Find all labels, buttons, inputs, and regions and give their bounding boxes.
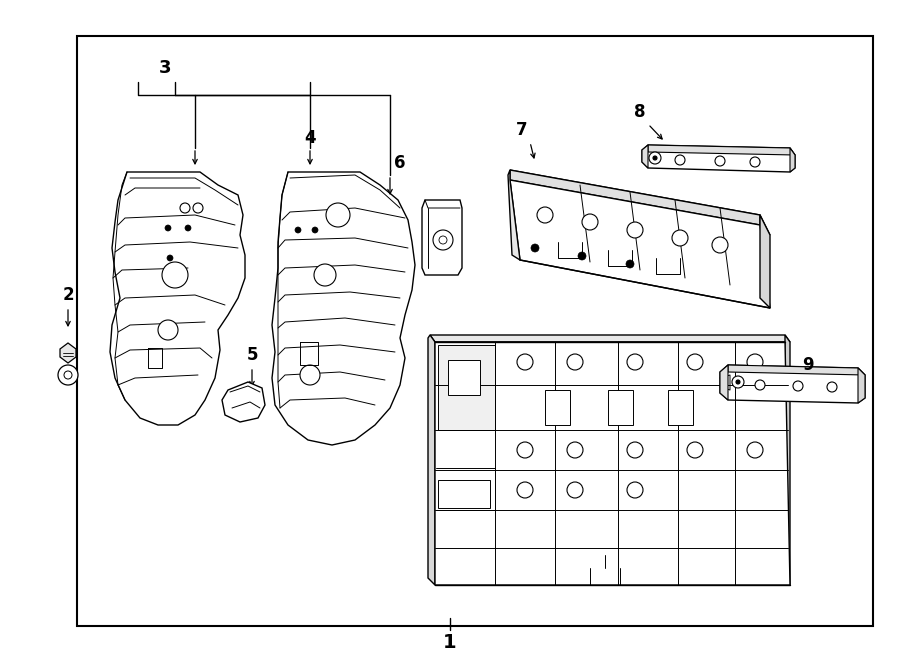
Circle shape xyxy=(687,354,703,370)
Polygon shape xyxy=(760,215,770,308)
Circle shape xyxy=(300,365,320,385)
Circle shape xyxy=(162,262,188,288)
Circle shape xyxy=(672,230,688,246)
Circle shape xyxy=(531,244,539,252)
Circle shape xyxy=(158,320,178,340)
Polygon shape xyxy=(720,365,865,403)
Circle shape xyxy=(582,214,598,230)
Circle shape xyxy=(610,400,626,416)
Text: 8: 8 xyxy=(634,103,646,121)
Polygon shape xyxy=(510,180,770,308)
Circle shape xyxy=(517,442,533,458)
Bar xyxy=(545,390,570,425)
Circle shape xyxy=(578,252,586,260)
Circle shape xyxy=(567,442,583,458)
Circle shape xyxy=(627,354,643,370)
Circle shape xyxy=(747,442,763,458)
Polygon shape xyxy=(222,382,265,422)
Circle shape xyxy=(627,442,643,458)
Polygon shape xyxy=(110,172,245,425)
Circle shape xyxy=(712,237,728,253)
Circle shape xyxy=(312,227,318,233)
Circle shape xyxy=(433,230,453,250)
Text: 5: 5 xyxy=(247,346,257,364)
Polygon shape xyxy=(60,343,76,363)
Polygon shape xyxy=(430,335,790,342)
Circle shape xyxy=(567,482,583,498)
Circle shape xyxy=(537,207,553,223)
Polygon shape xyxy=(790,148,795,172)
Text: 7: 7 xyxy=(517,121,527,139)
Circle shape xyxy=(736,380,740,384)
Text: 6: 6 xyxy=(394,154,406,172)
Polygon shape xyxy=(438,345,495,430)
Polygon shape xyxy=(642,145,648,168)
Circle shape xyxy=(793,381,803,391)
Text: 4: 4 xyxy=(304,129,316,147)
Circle shape xyxy=(653,156,657,160)
Circle shape xyxy=(180,203,190,213)
Polygon shape xyxy=(858,368,865,403)
Bar xyxy=(76,36,873,626)
Circle shape xyxy=(626,260,634,268)
Circle shape xyxy=(185,225,191,231)
Circle shape xyxy=(517,482,533,498)
Circle shape xyxy=(732,376,744,388)
Polygon shape xyxy=(642,145,795,172)
Bar xyxy=(668,390,693,425)
Text: 2: 2 xyxy=(62,286,74,304)
Circle shape xyxy=(58,365,78,385)
Polygon shape xyxy=(428,335,435,585)
Polygon shape xyxy=(272,172,415,445)
Text: 1: 1 xyxy=(443,634,457,653)
Polygon shape xyxy=(435,342,790,585)
Circle shape xyxy=(167,255,173,261)
Polygon shape xyxy=(438,480,490,508)
Circle shape xyxy=(750,157,760,167)
Bar xyxy=(608,390,633,425)
Text: 9: 9 xyxy=(802,356,814,374)
Circle shape xyxy=(552,400,568,416)
Polygon shape xyxy=(508,170,520,260)
Polygon shape xyxy=(510,170,760,225)
Circle shape xyxy=(827,382,837,392)
Circle shape xyxy=(755,380,765,390)
Circle shape xyxy=(715,156,725,166)
Circle shape xyxy=(627,222,643,238)
Circle shape xyxy=(670,400,686,416)
Circle shape xyxy=(747,354,763,370)
Polygon shape xyxy=(785,335,790,585)
Circle shape xyxy=(675,155,685,165)
Polygon shape xyxy=(422,200,462,275)
Circle shape xyxy=(295,227,301,233)
Circle shape xyxy=(517,354,533,370)
Circle shape xyxy=(687,442,703,458)
Circle shape xyxy=(326,203,350,227)
Polygon shape xyxy=(720,365,728,400)
Circle shape xyxy=(627,482,643,498)
Circle shape xyxy=(193,203,203,213)
Polygon shape xyxy=(510,170,770,235)
Text: 3: 3 xyxy=(158,59,171,77)
Circle shape xyxy=(567,354,583,370)
Polygon shape xyxy=(728,365,865,375)
Circle shape xyxy=(64,371,72,379)
Circle shape xyxy=(439,236,447,244)
Circle shape xyxy=(649,152,661,164)
Polygon shape xyxy=(648,145,795,155)
Circle shape xyxy=(314,264,336,286)
Polygon shape xyxy=(448,360,480,395)
Circle shape xyxy=(165,225,171,231)
